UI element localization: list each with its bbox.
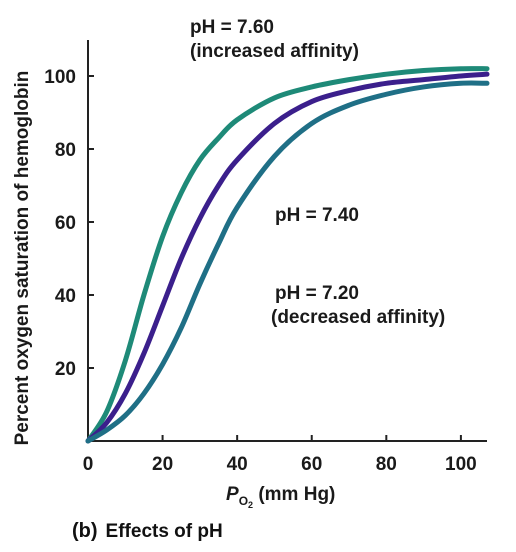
x-axis-title-unit: (mm Hg): [253, 484, 335, 505]
y-tick-label-80: 80: [55, 140, 76, 161]
y-tick-label-60: 60: [55, 213, 76, 234]
caption-text: Effects of pH: [106, 521, 223, 542]
caption-letter: (b): [72, 520, 98, 542]
x-tick-label-80: 80: [376, 454, 397, 475]
x-axis-title-subscript-2: 2: [248, 500, 253, 510]
x-tick-label-100: 100: [445, 454, 477, 475]
x-axis-title-main: P: [226, 484, 239, 505]
annotation-ph-720: pH = 7.20: [275, 283, 359, 304]
figure-caption: (b) Effects of pH: [72, 520, 223, 542]
annotation-decreased-affinity: (decreased affinity): [271, 307, 445, 328]
plot-area: 0 20 40 60 80 100 20 40 60 80 100: [44, 40, 490, 475]
x-axis-title-subscript: O: [239, 494, 248, 508]
annotation-ph-740: pH = 7.40: [275, 205, 359, 226]
annotation-ph-760: pH = 7.60: [190, 17, 274, 38]
x-tick-label-40: 40: [227, 454, 248, 475]
x-tick-label-20: 20: [152, 454, 173, 475]
curve-ph-740: [85, 71, 490, 444]
y-tick-label-100: 100: [44, 67, 76, 88]
curve-ph-720: [85, 80, 490, 444]
annotation-increased-affinity: (increased affinity): [190, 41, 359, 62]
x-axis-title: PO2 (mm Hg): [226, 484, 335, 510]
curve-ph-760: [85, 66, 490, 444]
y-axis-title: Percent oxygen saturation of hemoglobin: [12, 71, 33, 446]
x-tick-label-60: 60: [301, 454, 322, 475]
y-tick-label-20: 20: [55, 359, 76, 380]
x-tick-label-0: 0: [83, 454, 94, 475]
y-tick-label-40: 40: [55, 286, 76, 307]
